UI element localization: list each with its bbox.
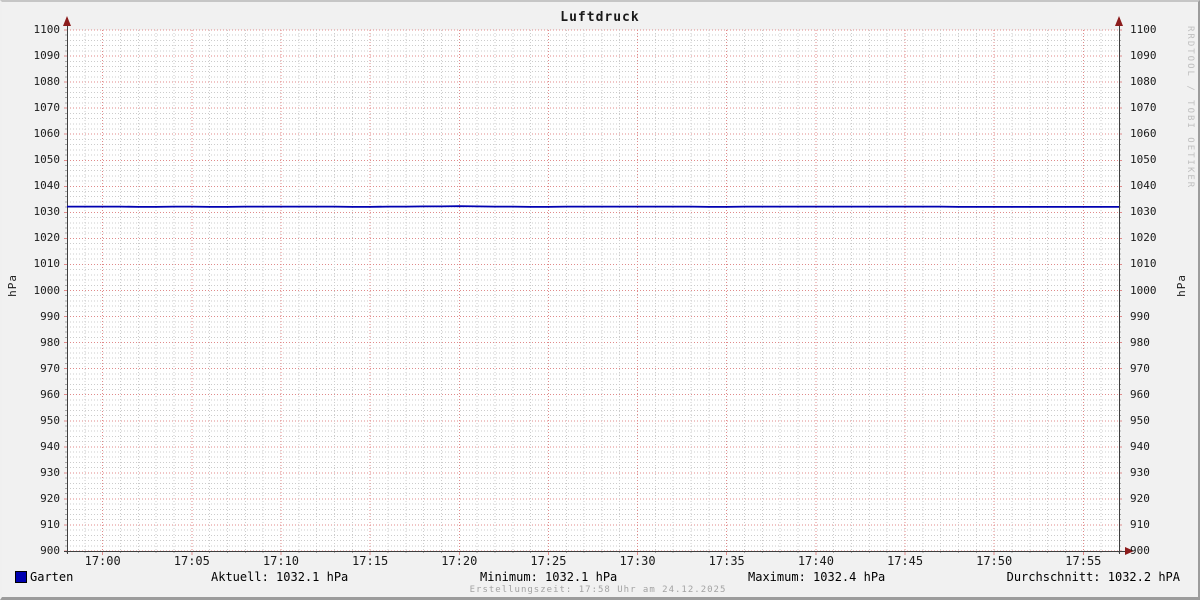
y-tick-label: 970 bbox=[1130, 361, 1150, 375]
y-tick-label: 1020 bbox=[1130, 231, 1157, 245]
y-tick-label: 980 bbox=[1130, 335, 1150, 349]
y-tick-label: 950 bbox=[40, 413, 60, 427]
x-tick-label: 17:50 bbox=[976, 554, 1013, 568]
y-tick-label: 940 bbox=[40, 439, 60, 453]
y-tick-label: 1090 bbox=[33, 49, 61, 63]
legend-maximum-value: Maximum: 1032.4 hPa bbox=[748, 570, 886, 584]
y-axis-unit-right: hPa bbox=[1175, 274, 1188, 297]
y-tick-label: 920 bbox=[1130, 491, 1150, 505]
x-tick-label: 17:10 bbox=[262, 554, 300, 568]
y-tick-label: 980 bbox=[40, 335, 60, 349]
y-tick-label: 1080 bbox=[1130, 75, 1157, 89]
y-tick-label: 910 bbox=[40, 517, 60, 531]
y-tick-label: 1030 bbox=[1130, 205, 1157, 219]
y-tick-label: 950 bbox=[1130, 413, 1150, 427]
y-tick-label: 920 bbox=[40, 491, 60, 505]
y-tick-label: 1030 bbox=[33, 205, 61, 219]
y-tick-label: 930 bbox=[40, 465, 60, 479]
y-axis-unit-left: hPa bbox=[6, 274, 19, 297]
x-tick-label: 17:45 bbox=[886, 554, 924, 568]
y-tick-label: 1100 bbox=[33, 23, 61, 36]
y-tick-label: 940 bbox=[1130, 439, 1150, 453]
y-tick-label: 1090 bbox=[1130, 49, 1157, 63]
legend-current-value: Aktuell: 1032.1 hPa bbox=[211, 570, 349, 584]
y-tick-label: 1010 bbox=[33, 257, 61, 271]
y-tick-label: 930 bbox=[1130, 465, 1150, 479]
x-tick-label: 17:35 bbox=[708, 554, 745, 568]
y-tick-label: 1040 bbox=[1130, 179, 1157, 193]
creation-timestamp: Erstellungszeit: 17:58 Uhr am 24.12.2025 bbox=[469, 585, 727, 595]
chart-title: Luftdruck bbox=[560, 10, 640, 25]
legend-minimum-value: Minimum: 1032.1 hPa bbox=[480, 570, 618, 584]
y-tick-label: 1010 bbox=[1130, 257, 1157, 271]
y-tick-label: 900 bbox=[40, 544, 60, 557]
y-tick-label: 970 bbox=[40, 361, 60, 375]
y-tick-label: 1040 bbox=[33, 179, 61, 193]
y-tick-label: 1100 bbox=[1130, 23, 1157, 36]
left-axis-arrow-icon bbox=[63, 16, 71, 26]
x-tick-label: 17:20 bbox=[441, 554, 478, 568]
y-tick-label: 960 bbox=[1130, 387, 1150, 401]
x-tick-label: 17:30 bbox=[619, 554, 656, 568]
y-tick-label: 1060 bbox=[33, 127, 61, 141]
pressure-series-line bbox=[67, 205, 1119, 208]
y-tick-label: 960 bbox=[40, 387, 60, 401]
x-tick-label: 17:40 bbox=[797, 554, 834, 568]
y-tick-label: 990 bbox=[40, 309, 60, 323]
right-axis-arrow-icon bbox=[1115, 16, 1123, 26]
x-tick-label: 17:55 bbox=[1065, 554, 1102, 568]
y-tick-label: 1020 bbox=[33, 231, 61, 245]
y-tick-label: 1050 bbox=[1130, 153, 1157, 167]
x-tick-label: 17:15 bbox=[352, 554, 389, 568]
x-tick-label: 17:05 bbox=[173, 554, 210, 568]
y-tick-label: 1070 bbox=[1130, 101, 1157, 115]
legend-series-label: Garten bbox=[30, 570, 74, 584]
y-tick-label: 1070 bbox=[33, 101, 61, 115]
legend-average-value: Durchschnitt: 1032.2 hPA bbox=[1006, 570, 1180, 584]
y-tick-label: 1000 bbox=[1130, 283, 1157, 297]
y-tick-label: 910 bbox=[1130, 517, 1150, 531]
x-tick-label: 17:25 bbox=[530, 554, 567, 568]
series-color-swatch bbox=[15, 571, 27, 583]
y-tick-label: 990 bbox=[1130, 309, 1150, 323]
y-tick-label: 1060 bbox=[1130, 127, 1157, 141]
x-axis-arrow-icon bbox=[1125, 547, 1134, 555]
y-tick-label: 1000 bbox=[33, 283, 61, 297]
y-tick-label: 900 bbox=[1130, 544, 1150, 557]
x-tick-label: 17:00 bbox=[84, 554, 121, 568]
rrdtool-watermark: RRDTOOL / TOBI OETIKER bbox=[1185, 26, 1195, 190]
y-tick-label: 1050 bbox=[33, 153, 61, 167]
y-tick-label: 1080 bbox=[33, 75, 61, 89]
